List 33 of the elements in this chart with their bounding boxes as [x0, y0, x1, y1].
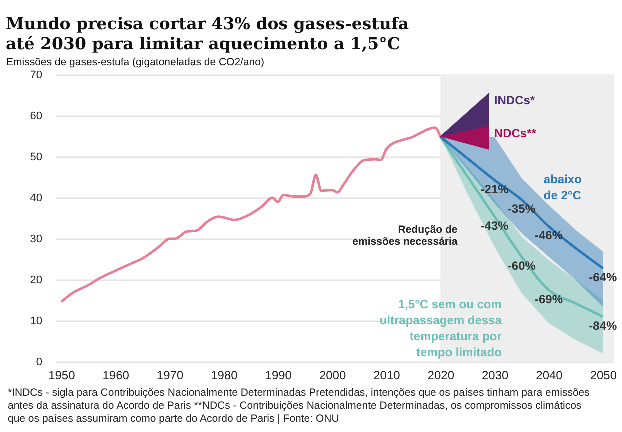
x-tick-label: 1990 [265, 368, 292, 382]
x-tick-label: 2050 [590, 368, 618, 382]
series-label: abaixo de 2°C [544, 172, 582, 202]
x-tick-label: 2010 [374, 368, 401, 382]
chart-title: Mundo precisa cortar 43% dos gases-estufa até 2030 para limitar aquecimento a 1,5°C [6, 14, 410, 54]
annotation: -84% [589, 318, 618, 333]
y-tick-label: 40 [30, 192, 42, 204]
annotation: Redução de emissões necessária [352, 224, 458, 248]
x-tick-label: 2040 [536, 368, 564, 382]
x-tick-label: 1960 [102, 368, 130, 382]
y-axis-title: Emissões de gases-estufa (gigatoneladas de CO2/ano) [6, 56, 264, 68]
annotation: -21% [480, 182, 510, 196]
x-tick-label: 1980 [211, 368, 238, 382]
x-tick-label: 1970 [156, 368, 184, 382]
y-tick-label: 10 [30, 316, 42, 328]
y-tick-label: 20 [30, 274, 42, 286]
y-tick-label: 50 [30, 152, 42, 164]
y-tick-label: 70 [30, 70, 42, 82]
x-tick-label: 2020 [428, 368, 455, 382]
x-tick-label: 2030 [482, 368, 509, 382]
annotation: -60% [508, 259, 536, 274]
series-label: NDCs** [494, 126, 537, 141]
x-tick-label: 2000 [319, 368, 346, 382]
series-label: INDCs* [494, 93, 536, 108]
y-tick-label: 60 [30, 110, 42, 122]
y-tick-label: 0 [36, 356, 42, 368]
y-tick-label: 30 [30, 234, 42, 246]
text: 1,5°C sem ou com ultrapassagem dessa temperatura por tempo limitado [380, 298, 502, 360]
x-tick-label: 1950 [48, 368, 76, 382]
annotation: -69% [534, 292, 564, 306]
text: *INDCs - sigla para Contribuições Nacionalmente Determinadas Pretendidas, intenções que os países tinham para emissões antes da assinatura do Acordo de Paris **NDCs - Contribuições Nacionalmente Determinadas, os compromissos climáticos que os países assumiram como parte do Acordo de Paris | Fonte: ONU [8, 387, 590, 425]
annotation: -64% [589, 270, 618, 285]
annotation: -43% [480, 218, 510, 233]
